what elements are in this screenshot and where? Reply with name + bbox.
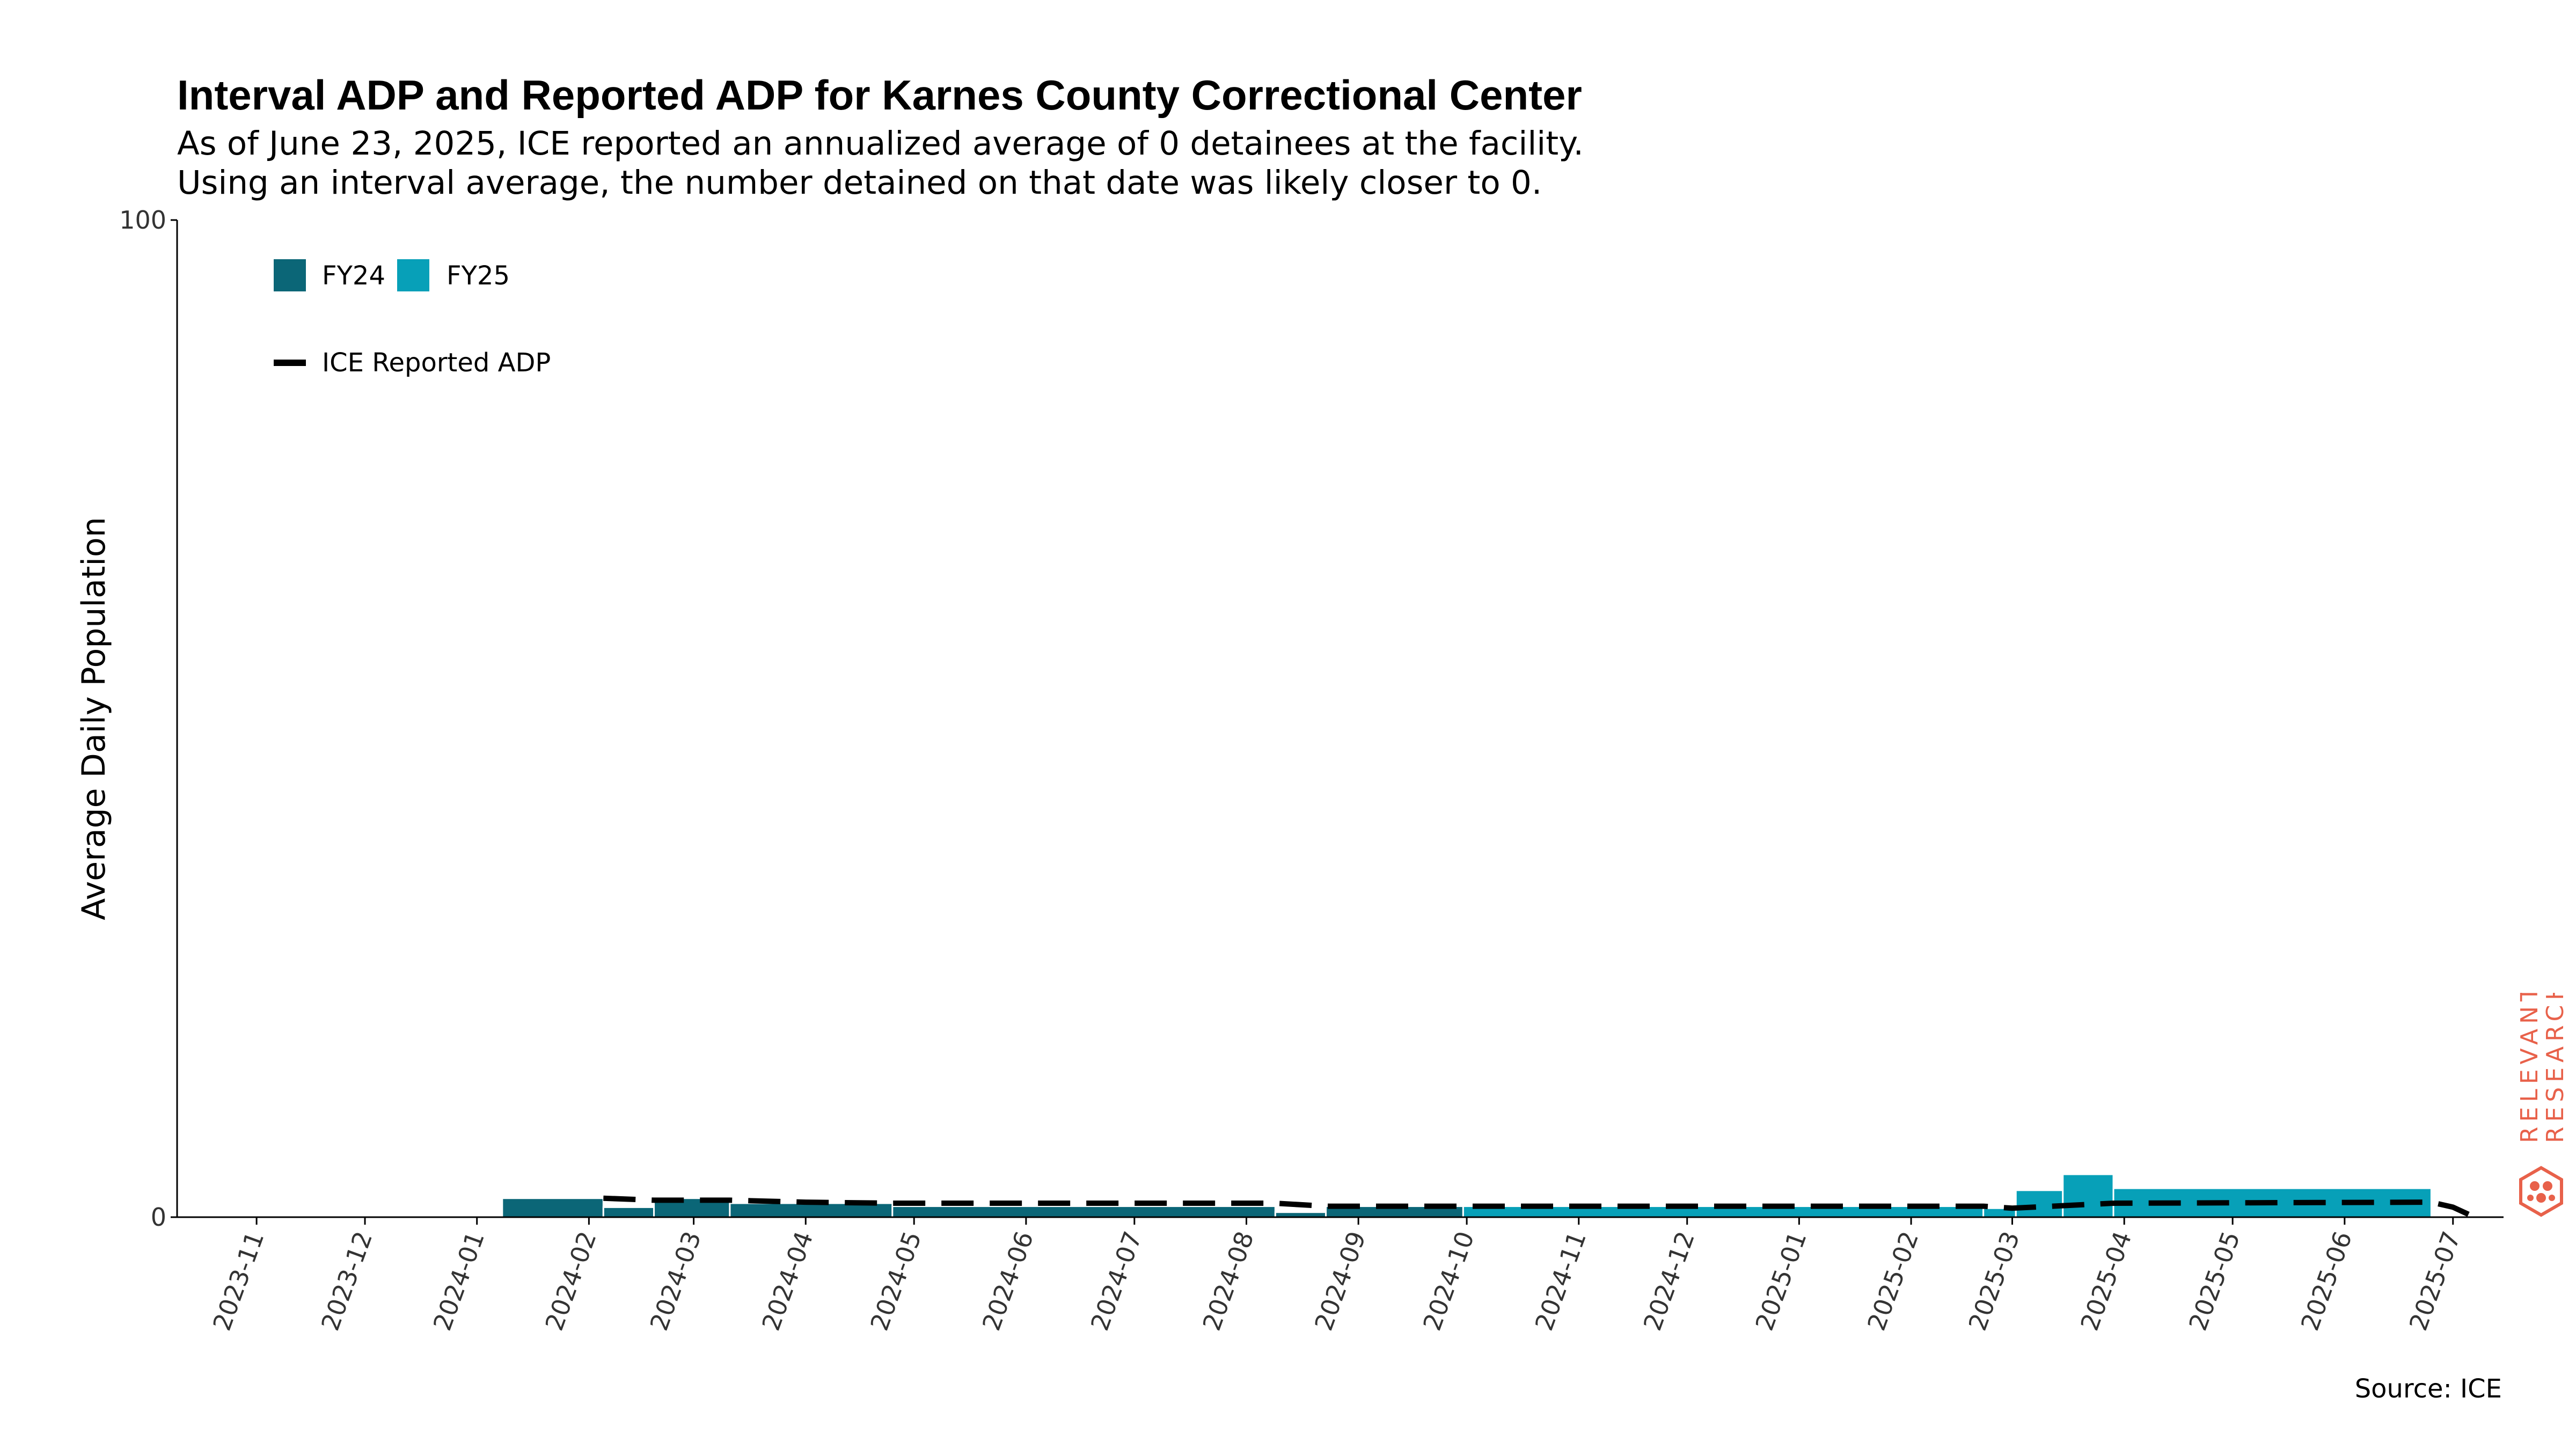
relevant-research-logo: RELEVANT RESEARCH xyxy=(2516,993,2569,1217)
x-tick-label-3: 2024-02 xyxy=(539,1227,602,1334)
x-tick-label-14: 2025-01 xyxy=(1750,1227,1812,1334)
x-tick-label-4: 2024-03 xyxy=(644,1227,706,1334)
x-tick-label-7: 2024-06 xyxy=(977,1227,1039,1334)
x-tick-label-15: 2025-02 xyxy=(1862,1227,1924,1334)
x-tick-label-5: 2024-04 xyxy=(756,1227,818,1334)
y-tick-label-1: 100 xyxy=(119,206,166,235)
x-tick-label-13: 2024-12 xyxy=(1638,1227,1700,1334)
x-tick-label-9: 2024-08 xyxy=(1197,1227,1259,1334)
chart-subtitle-line-1: As of June 23, 2025, ICE reported an ann… xyxy=(177,125,1584,163)
bar-fy24-4 xyxy=(891,1205,1276,1218)
x-tick-label-17: 2025-04 xyxy=(2075,1227,2137,1334)
bar-fy24-1 xyxy=(602,1206,655,1218)
x-tick-label-10: 2024-09 xyxy=(1309,1227,1371,1334)
chart-title: Interval ADP and Reported ADP for Karnes… xyxy=(177,71,1582,119)
reported-adp-line-layer xyxy=(603,1195,2476,1220)
x-tick-label-6: 2024-05 xyxy=(865,1227,927,1334)
bar-fy25-3 xyxy=(2062,1173,2114,1218)
chart-subtitle-line-2: Using an interval average, the number de… xyxy=(177,164,1542,202)
bars-layer xyxy=(501,1173,2432,1218)
legend-swatch-fy24 xyxy=(274,259,306,291)
source-note: Source: ICE xyxy=(2354,1374,2502,1404)
x-tick-label-11: 2024-10 xyxy=(1417,1227,1480,1334)
x-tick-label-2: 2024-01 xyxy=(428,1227,490,1334)
x-tick-label-8: 2024-07 xyxy=(1085,1227,1147,1334)
y-axis-label: Average Daily Population xyxy=(75,517,113,920)
legend-swatch-fy25 xyxy=(397,259,429,291)
x-tick-label-16: 2025-03 xyxy=(1963,1227,2025,1334)
legend-label-fy24: FY24 xyxy=(322,261,385,291)
x-tick-label-12: 2024-11 xyxy=(1529,1227,1592,1334)
x-tick-label-1: 2023-12 xyxy=(316,1227,378,1334)
legend-label-fy25: FY25 xyxy=(447,261,510,291)
x-tick-label-18: 2025-05 xyxy=(2183,1227,2245,1334)
logo-hexagon-icon xyxy=(2519,1166,2563,1217)
y-tick-label-0: 0 xyxy=(151,1203,166,1232)
x-tick-label-20: 2025-07 xyxy=(2404,1227,2466,1334)
x-tick-label-0: 2023-11 xyxy=(207,1227,269,1334)
logo-text-line-2: RESEARCH xyxy=(2542,993,2569,1143)
bar-fy24-0 xyxy=(501,1197,604,1218)
reported-adp-line xyxy=(603,1195,2476,1220)
legend-label-reported-adp: ICE Reported ADP xyxy=(322,348,551,378)
logo-text-line-1: RELEVANT xyxy=(2516,993,2543,1143)
x-tick-label-19: 2025-06 xyxy=(2295,1227,2358,1334)
legend: FY24 FY25 ICE Reported ADP xyxy=(274,259,551,378)
